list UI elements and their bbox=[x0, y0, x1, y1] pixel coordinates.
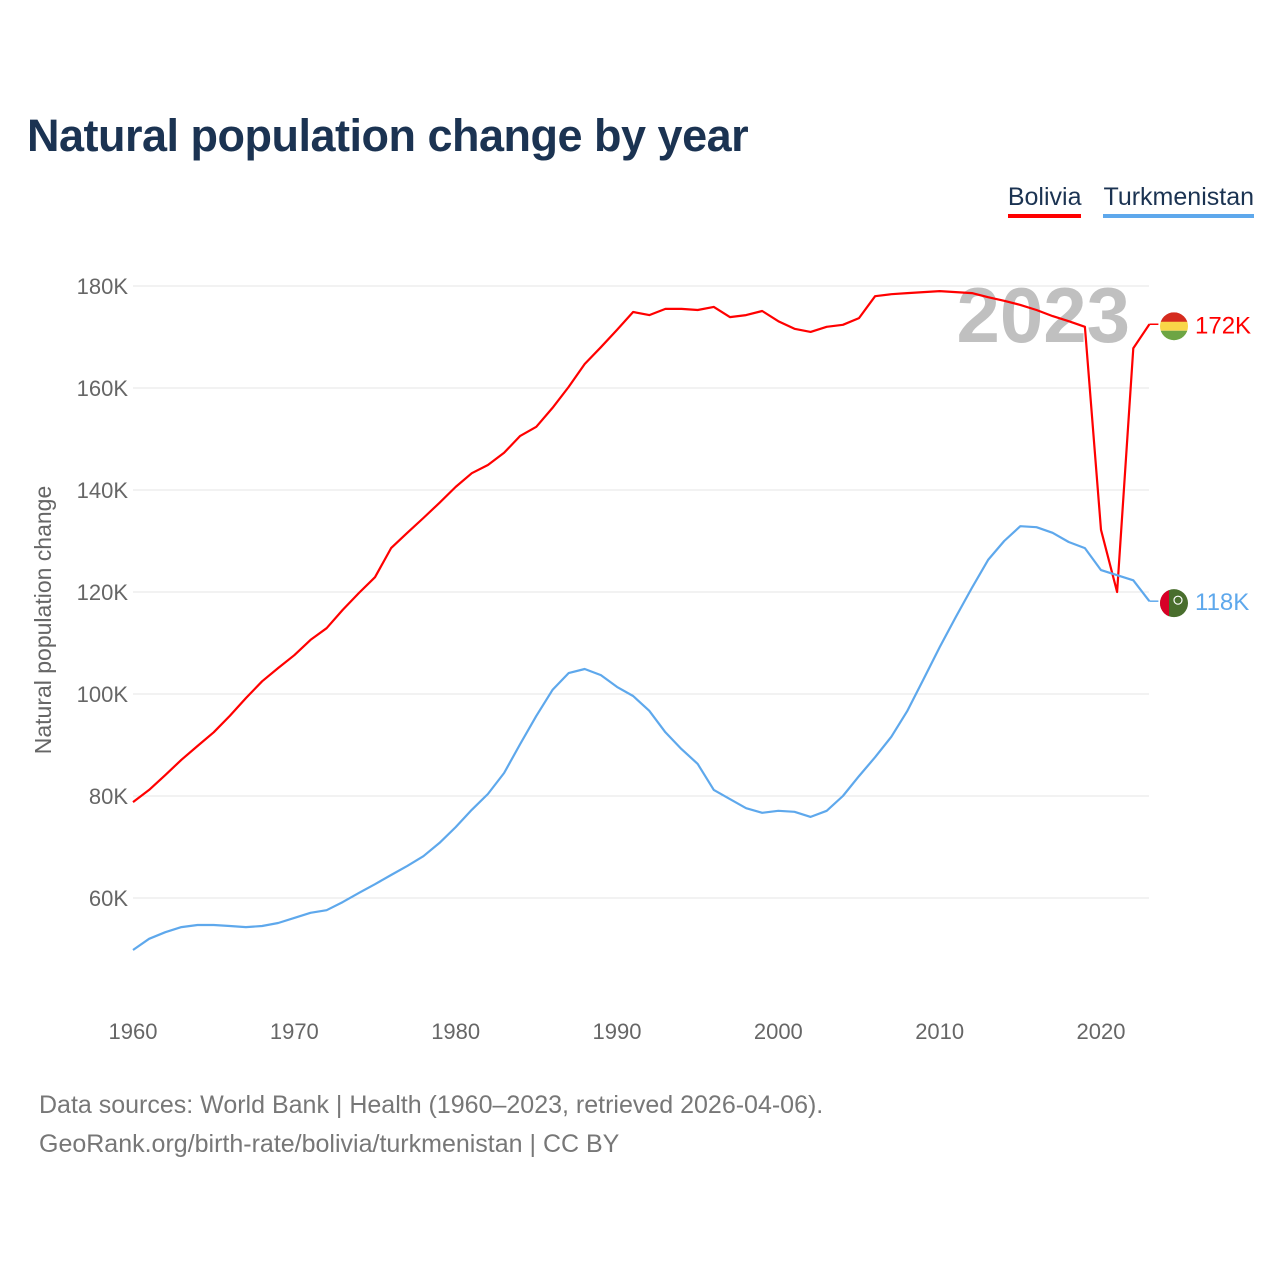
y-tick-label: 160K bbox=[77, 376, 129, 401]
series-line-turkmenistan[interactable] bbox=[132, 525, 1151, 951]
source-link[interactable]: GeoRank.org/birth-rate/bolivia/turkmenis… bbox=[39, 1130, 620, 1158]
x-tick-label: 2000 bbox=[754, 1019, 803, 1044]
series-line-bolivia[interactable] bbox=[132, 290, 1151, 803]
x-tick-label: 1980 bbox=[431, 1019, 480, 1044]
bolivia-flag-icon bbox=[1160, 312, 1188, 341]
chart-title: Natural population change by year bbox=[27, 110, 749, 161]
data-source: Data sources: World Bank | Health (1960–… bbox=[39, 1091, 824, 1119]
y-tick-label: 180K bbox=[77, 274, 129, 299]
x-tick-label: 1990 bbox=[593, 1019, 642, 1044]
x-tick-label: 1960 bbox=[109, 1019, 158, 1044]
turkmenistan-flag-icon bbox=[1160, 589, 1188, 618]
y-tick-label: 140K bbox=[77, 478, 129, 503]
y-tick-label: 60K bbox=[89, 886, 128, 911]
end-value-label: 172K bbox=[1195, 312, 1251, 339]
y-tick-label: 100K bbox=[77, 682, 129, 707]
x-tick-label: 1970 bbox=[270, 1019, 319, 1044]
legend-item-turkmenistan[interactable]: Turkmenistan bbox=[1103, 183, 1254, 218]
year-watermark: 2023 bbox=[956, 271, 1130, 359]
x-tick-label: 2020 bbox=[1077, 1019, 1126, 1044]
legend: Bolivia Turkmenistan bbox=[1007, 183, 1254, 218]
end-value-label: 118K bbox=[1195, 589, 1249, 616]
footer: Data sources: World Bank | Health (1960–… bbox=[39, 1086, 823, 1164]
x-tick-label: 2010 bbox=[915, 1019, 964, 1044]
legend-item-bolivia[interactable]: Bolivia bbox=[1007, 183, 1082, 218]
y-axis-label: Natural population change bbox=[30, 486, 56, 755]
y-tick-label: 120K bbox=[77, 580, 129, 605]
y-tick-label: 80K bbox=[89, 784, 128, 809]
